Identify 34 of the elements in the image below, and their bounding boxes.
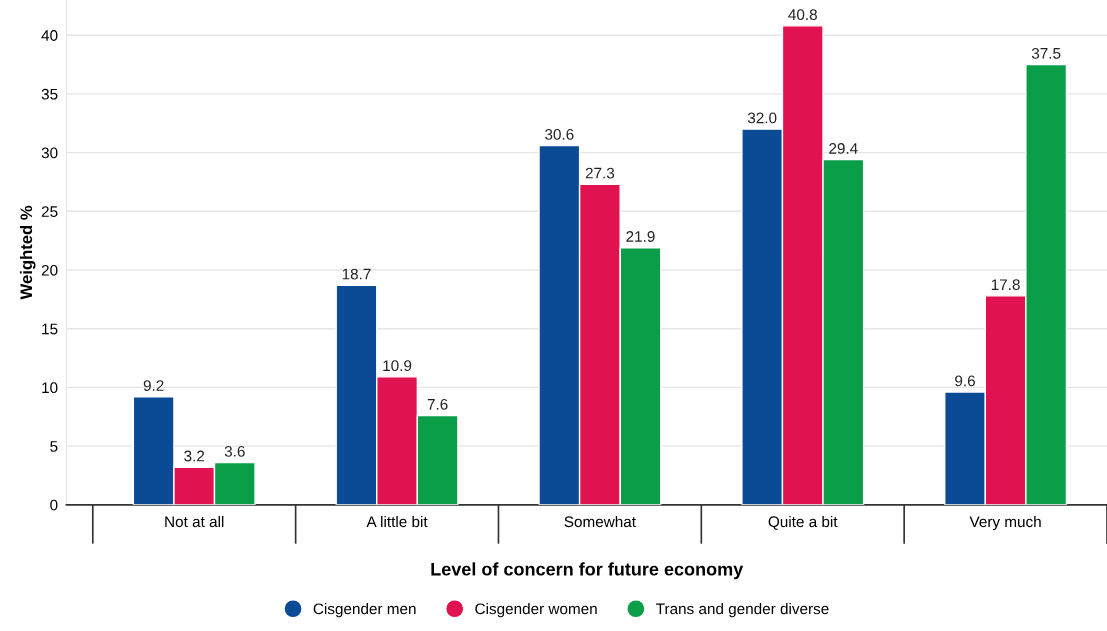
x-tick-label: Very much [969,515,1041,531]
data-label: 18.7 [342,268,371,280]
y-axis-title: Weighted % [19,205,36,300]
x-tick-label: A little bit [366,515,428,528]
x-tick-label: Not at all [165,515,224,528]
y-tick-label: 0 [50,499,58,511]
y-tick-label: 25 [41,206,58,217]
data-label: 29.4 [829,143,858,154]
y-tick-label: 35 [41,88,58,100]
y-tick-label: 30 [41,147,58,159]
legend-label: Cisgender men [313,603,416,618]
data-label: 32.0 [747,112,777,124]
data-label: 30.6 [545,128,574,140]
legend-label: Cisgender women [475,603,597,618]
legend-label: Trans and gender diverse [656,603,829,618]
data-label: 9.2 [143,380,164,391]
data-label: 27.3 [585,167,615,179]
data-label: 37.5 [1031,47,1061,59]
data-label: 10.9 [383,360,412,372]
y-tick-label: 20 [41,264,58,276]
data-label: 21.9 [626,231,655,242]
y-tick-label: 10 [42,382,58,394]
data-label: 40.8 [788,9,817,21]
data-label: 3.2 [184,450,205,462]
data-label: 7.6 [427,398,448,410]
x-tick-label: Quite a bit [768,515,838,530]
y-tick-label: 15 [42,323,58,335]
y-tick-label: 40 [41,30,58,41]
y-tick-label: 5 [50,441,58,452]
data-label: 3.6 [224,445,245,457]
data-label: 17.8 [991,279,1020,291]
data-label: 9.6 [955,375,975,387]
x-axis-title: Level of concern for future economy [431,562,744,580]
x-tick-label: Somewhat [564,515,636,528]
